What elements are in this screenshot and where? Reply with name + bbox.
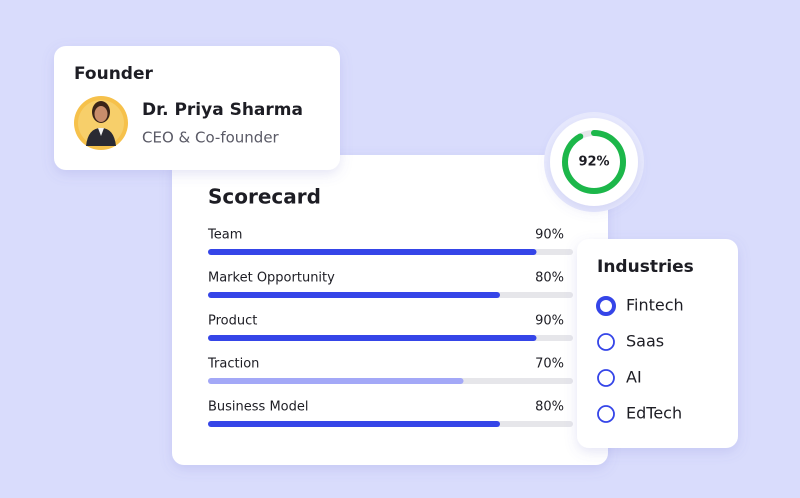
option-label[interactable]: Saas (626, 332, 664, 351)
radio[interactable] (597, 333, 615, 351)
industry-option[interactable]: Saas (597, 332, 664, 351)
scorecard-rows: Team 90% Market Opportunity 80% Product 90% Tr… (207, 228, 573, 427)
industry-option[interactable]: Fintech (596, 296, 684, 316)
bar (208, 378, 464, 384)
row-value-label: 70% (535, 357, 564, 372)
row-value-label: 80% (535, 271, 564, 286)
industries-title: Industries (597, 257, 694, 277)
avatar (74, 96, 128, 150)
bar (208, 292, 500, 298)
industries-options: Fintech Saas AI EdTech (596, 296, 684, 423)
radio[interactable] (597, 369, 615, 387)
industries-card (577, 239, 738, 448)
row-value-label: 90% (535, 314, 564, 329)
row-label: Traction (207, 357, 259, 372)
radio[interactable] (596, 296, 616, 316)
radio[interactable] (597, 405, 615, 423)
founder-heading: Founder (74, 64, 154, 84)
founder-name: Dr. Priya Sharma (142, 100, 303, 120)
row-value-label: 90% (535, 228, 564, 243)
founder-role: CEO & Co-founder (142, 129, 280, 147)
ring-label: 92% (578, 155, 609, 170)
option-label[interactable]: EdTech (626, 404, 682, 423)
row-label: Team (207, 228, 242, 243)
row-value-label: 80% (535, 400, 564, 415)
industry-option[interactable]: AI (597, 368, 642, 387)
bar (208, 335, 537, 341)
industry-option[interactable]: EdTech (597, 404, 682, 423)
ring-arc (562, 130, 626, 194)
row-label: Product (208, 314, 257, 329)
option-label[interactable]: AI (626, 368, 642, 387)
bar (208, 421, 500, 427)
founder-card (54, 46, 340, 170)
row-label: Business Model (208, 400, 309, 415)
option-label[interactable]: Fintech (626, 296, 684, 315)
scorecard-title: Scorecard (208, 185, 321, 209)
bar (208, 249, 537, 255)
scorecard-card (172, 155, 608, 465)
row-label: Market Opportunity (208, 271, 335, 286)
